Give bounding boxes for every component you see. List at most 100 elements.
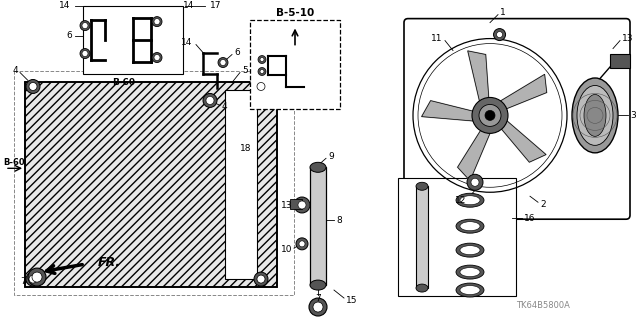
Circle shape [29,275,37,283]
Text: 7: 7 [315,293,321,302]
Text: TK64B5800A: TK64B5800A [516,300,570,309]
Text: 5: 5 [242,66,248,75]
Polygon shape [468,51,489,113]
Text: 14: 14 [59,1,70,10]
Circle shape [80,48,90,58]
Text: 6: 6 [67,31,72,40]
Circle shape [218,57,228,68]
Text: 12: 12 [454,196,466,205]
Circle shape [313,302,323,312]
Circle shape [203,93,217,108]
Circle shape [32,272,42,282]
Bar [14,70,294,295]
Ellipse shape [456,283,484,297]
Circle shape [497,32,502,38]
FancyBboxPatch shape [404,19,630,219]
Circle shape [26,79,40,93]
Circle shape [29,83,37,91]
Circle shape [485,110,495,120]
Ellipse shape [584,94,606,137]
Text: 1: 1 [500,8,506,17]
Bar [25,83,277,287]
Polygon shape [458,122,495,181]
Polygon shape [422,100,486,122]
Circle shape [493,29,506,41]
Text: 16: 16 [524,214,536,223]
Text: 14: 14 [180,38,192,47]
Ellipse shape [577,85,613,145]
Text: 14: 14 [183,1,195,10]
Bar [25,83,277,287]
Text: 4: 4 [12,66,18,75]
Circle shape [220,60,226,65]
Text: 18: 18 [240,144,252,153]
Circle shape [152,53,162,63]
Circle shape [257,83,265,91]
Text: 13: 13 [280,201,292,210]
Ellipse shape [460,196,480,205]
Circle shape [254,272,268,286]
Text: B-5-10: B-5-10 [276,8,314,18]
Circle shape [82,23,88,29]
Circle shape [258,56,266,63]
Bar [610,54,630,68]
Text: FR.: FR. [98,256,121,269]
Ellipse shape [456,193,484,207]
Ellipse shape [456,243,484,257]
Circle shape [467,174,483,190]
Circle shape [294,197,310,213]
Ellipse shape [416,284,428,292]
Bar [310,167,326,285]
Ellipse shape [310,280,326,290]
Circle shape [472,97,508,133]
Text: 3: 3 [630,111,636,120]
Bar [290,199,302,209]
Bar [225,91,257,279]
Bar [398,178,516,296]
Bar [416,186,428,288]
Circle shape [298,201,306,209]
Circle shape [309,298,327,316]
Ellipse shape [460,246,480,255]
Polygon shape [497,113,546,162]
Ellipse shape [572,78,618,153]
Circle shape [471,178,479,186]
Circle shape [154,55,160,61]
Text: 17: 17 [210,1,221,10]
Text: 15: 15 [346,295,358,305]
Text: 13: 13 [622,34,634,43]
Circle shape [296,238,308,250]
Text: 9: 9 [328,152,333,161]
Text: 11: 11 [431,34,442,43]
Circle shape [80,21,90,31]
Circle shape [479,104,501,126]
Text: 2: 2 [540,200,546,209]
Circle shape [28,268,46,286]
Circle shape [26,272,40,286]
Circle shape [257,275,265,283]
Text: B-60: B-60 [112,78,135,87]
Bar [250,19,340,109]
Text: 7: 7 [20,277,26,286]
Ellipse shape [460,286,480,294]
Ellipse shape [456,219,484,233]
Circle shape [258,68,266,76]
Circle shape [82,50,88,56]
Ellipse shape [460,222,480,231]
Text: 8: 8 [336,216,342,225]
Ellipse shape [456,265,484,279]
Ellipse shape [460,268,480,277]
Text: B-60: B-60 [3,158,24,167]
Ellipse shape [310,162,326,172]
Text: 10: 10 [280,245,292,254]
Circle shape [206,96,214,104]
Circle shape [260,70,264,73]
Bar [83,6,183,73]
Circle shape [260,57,264,62]
Circle shape [152,17,162,26]
Polygon shape [490,74,547,111]
Text: 6: 6 [234,48,240,57]
Circle shape [299,241,305,247]
Circle shape [254,79,268,93]
Ellipse shape [416,182,428,190]
